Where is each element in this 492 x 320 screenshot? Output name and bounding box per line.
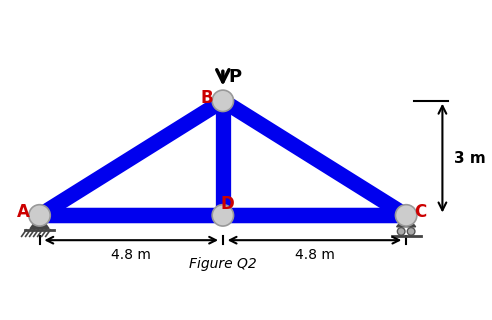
Text: B: B [201,89,213,107]
Circle shape [396,205,417,226]
Circle shape [212,90,234,111]
Text: 4.8 m: 4.8 m [111,248,151,262]
Text: C: C [415,203,427,221]
Circle shape [407,228,415,235]
Text: P: P [229,68,242,86]
Circle shape [398,228,405,235]
Text: 3 m: 3 m [454,151,486,165]
Text: A: A [17,203,30,221]
Text: D: D [220,195,234,213]
Circle shape [29,205,50,226]
Polygon shape [30,215,49,229]
Text: Figure Q2: Figure Q2 [189,257,257,271]
Polygon shape [397,215,416,227]
Text: 4.8 m: 4.8 m [295,248,335,262]
Circle shape [212,205,234,226]
